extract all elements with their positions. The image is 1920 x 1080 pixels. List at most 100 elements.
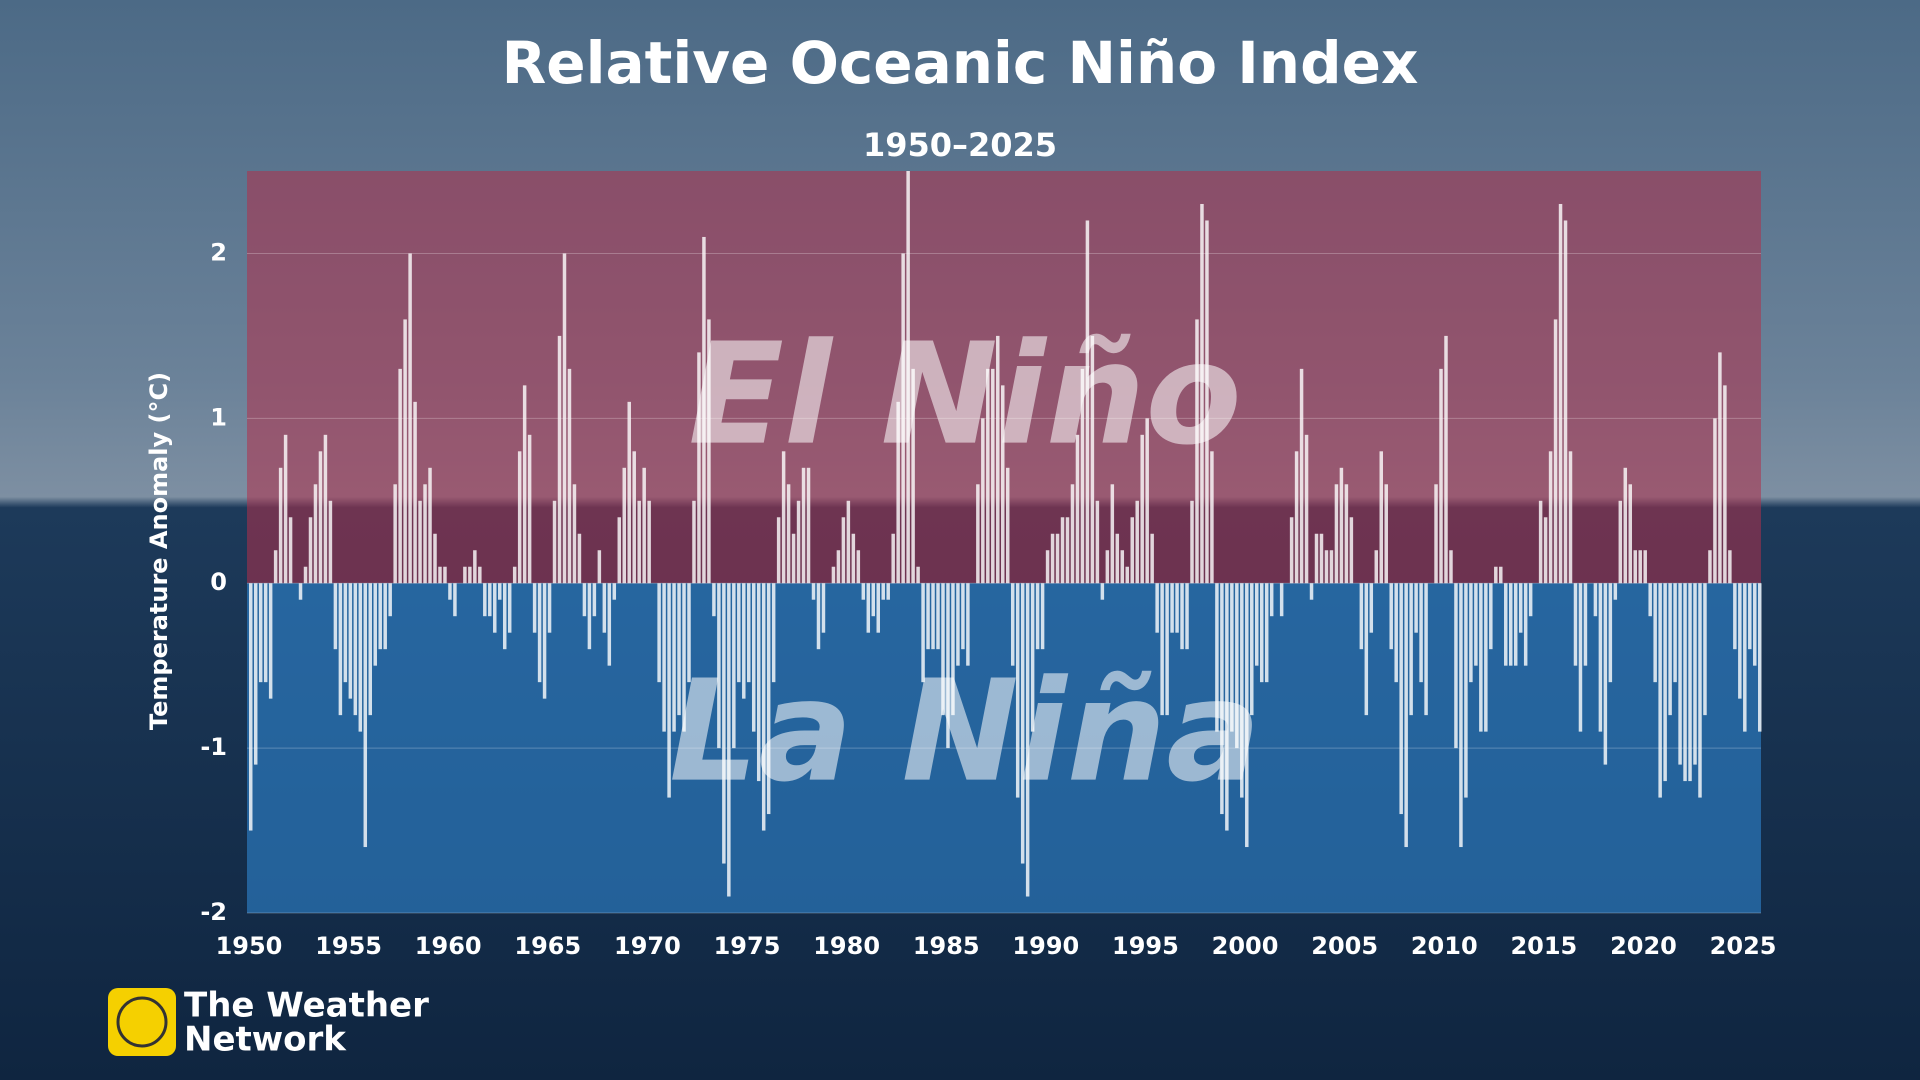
bar [786, 484, 791, 584]
bar [1040, 583, 1045, 650]
bar [841, 517, 846, 584]
cool-zone [247, 583, 1761, 913]
bar [801, 467, 806, 584]
bar [1464, 583, 1468, 798]
bar [1628, 484, 1633, 584]
bar [1120, 550, 1125, 584]
bar [1454, 583, 1458, 749]
bar [1294, 451, 1299, 584]
bar [258, 583, 263, 683]
bar [1115, 533, 1120, 584]
bar [1314, 533, 1319, 584]
bar [1653, 583, 1657, 683]
logo-text: Network [184, 1020, 347, 1060]
bar [1060, 517, 1065, 584]
bar [278, 467, 283, 584]
bar [1374, 550, 1379, 584]
bar [378, 583, 382, 650]
bar [313, 484, 318, 584]
bar [418, 500, 422, 584]
x-tick-label: 2015 [1510, 932, 1577, 960]
bar [1638, 550, 1642, 584]
bar [607, 583, 612, 666]
bar [463, 566, 467, 584]
bar [1264, 583, 1269, 683]
bar [617, 517, 622, 584]
chart-title: Relative Oceanic Niño Index [502, 29, 1419, 97]
bar [537, 583, 542, 683]
bar [876, 583, 880, 633]
bar [602, 583, 607, 633]
bar [1713, 418, 1717, 584]
bar [408, 253, 412, 584]
bar [1269, 583, 1274, 617]
bar [961, 583, 965, 650]
bar [1394, 583, 1398, 683]
x-tick-label: 1965 [514, 932, 581, 960]
bar [1573, 583, 1578, 666]
bar [946, 583, 950, 749]
bar [672, 583, 676, 732]
bar [1369, 583, 1374, 633]
bar [1563, 220, 1568, 584]
bar [1508, 583, 1513, 666]
bar [512, 566, 517, 584]
bar [577, 533, 582, 584]
bar [1160, 583, 1164, 716]
bar [493, 583, 497, 633]
bar [1015, 583, 1020, 798]
bar [956, 583, 960, 666]
y-tick-label: -2 [200, 898, 227, 926]
bar [682, 583, 686, 732]
bar [507, 583, 512, 633]
chart-subtitle: 1950–2025 [863, 126, 1057, 164]
x-tick-label: 1980 [813, 932, 880, 960]
bar [737, 583, 741, 683]
logo-globe [116, 996, 168, 1048]
bar [851, 533, 856, 584]
bar [587, 583, 592, 650]
bar [1389, 583, 1393, 650]
bar [732, 583, 736, 749]
x-tick-label: 1995 [1112, 932, 1179, 960]
bar [348, 583, 353, 699]
bar [582, 583, 587, 617]
x-tick-label: 2010 [1411, 932, 1478, 960]
bar [722, 583, 726, 864]
bar [1743, 583, 1747, 732]
bar [1528, 583, 1533, 617]
bar [502, 583, 507, 650]
bar [1648, 583, 1652, 617]
bar [403, 319, 407, 584]
bar [542, 583, 547, 699]
bar [532, 583, 537, 633]
bar [1165, 583, 1169, 716]
y-tick-label: 2 [210, 238, 227, 266]
bar [1499, 566, 1503, 584]
bar [1289, 517, 1294, 584]
bar [1474, 583, 1478, 666]
bar [1409, 583, 1413, 716]
bar [1170, 583, 1174, 633]
bar [1140, 434, 1144, 584]
bar [941, 583, 945, 716]
bar [1618, 500, 1623, 584]
bar [901, 253, 905, 584]
bar [1504, 583, 1508, 666]
bar [632, 451, 636, 584]
bar [263, 583, 268, 683]
bar [1250, 583, 1254, 716]
bar [1558, 203, 1563, 584]
bar [423, 484, 427, 584]
x-tick-label: 1985 [913, 932, 980, 960]
bar [1623, 467, 1628, 584]
bar [926, 583, 930, 650]
bar [483, 583, 487, 617]
bar [1349, 517, 1354, 584]
bar [981, 418, 985, 584]
bar [1399, 583, 1403, 815]
bar [1643, 550, 1647, 584]
bar [1245, 583, 1249, 848]
bar [1255, 583, 1259, 666]
